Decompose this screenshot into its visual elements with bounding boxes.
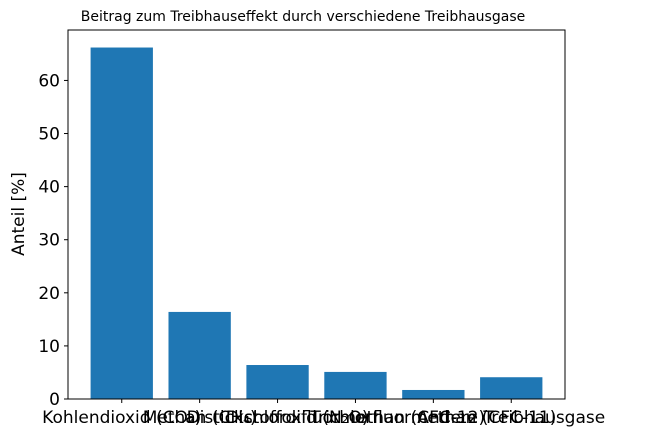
y-tick-label-0: 0 [49, 390, 60, 410]
x-axis: Kohlendioxid (CO₂)Methan (CH₄)Disticksto… [42, 399, 605, 428]
x-tick-label-5: Andere Treibhausgase [417, 408, 605, 428]
y-axis-label: Anteil [%] [9, 172, 29, 256]
bar-3 [324, 371, 387, 399]
y-tick-label-6: 60 [38, 71, 60, 91]
y-axis: 0 10 20 30 40 50 60 [38, 71, 68, 410]
bar-0 [90, 47, 153, 399]
x-tick-label-4: Trichlorfluormethan (CFC-11) [309, 408, 556, 428]
y-tick-label-3: 30 [38, 231, 60, 251]
bars-group [90, 47, 543, 399]
x-tick-label-0: Kohlendioxid (CO₂) [42, 408, 201, 428]
chart-title: Beitrag zum Treibhauseffekt durch versch… [81, 9, 525, 25]
y-tick-label-1: 10 [38, 337, 60, 357]
y-tick-label-4: 40 [38, 178, 60, 198]
x-tick-label-2: Distickstoffoxid (N₂O) [187, 408, 369, 428]
plot-frame [67, 29, 566, 400]
bar-5 [480, 377, 543, 399]
y-tick-label-5: 50 [38, 125, 60, 145]
y-tick-label-2: 20 [38, 284, 60, 304]
x-tick-label-1: Methan (CH₄) [143, 408, 257, 428]
bar-4 [402, 389, 465, 399]
x-tick-label-3: Dichlordifluormethan (CFC-12) [226, 408, 485, 428]
bar-1 [168, 311, 231, 399]
bar-2 [246, 365, 309, 399]
